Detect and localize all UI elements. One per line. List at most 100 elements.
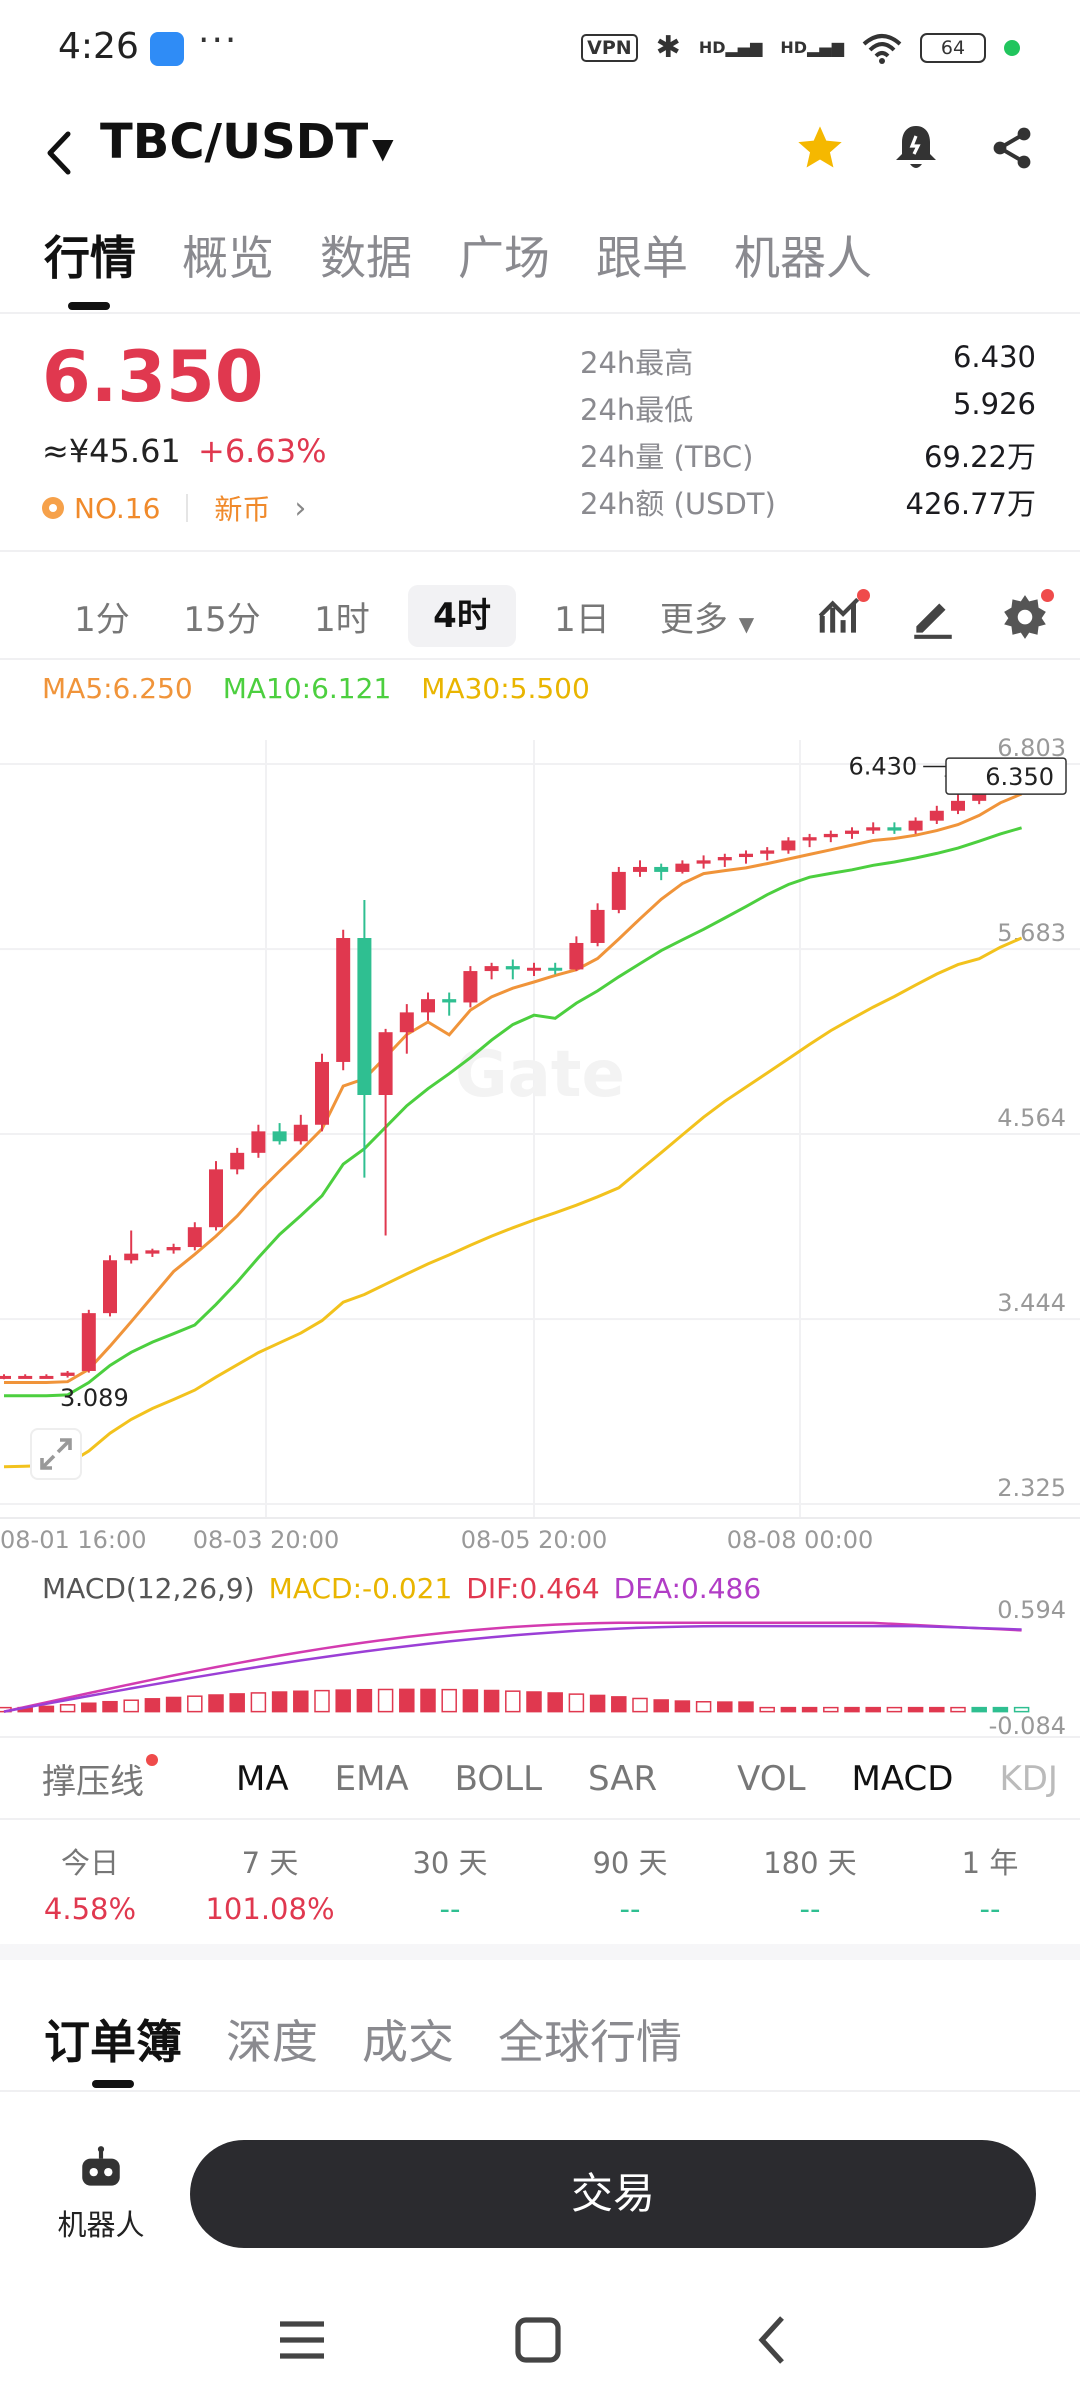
chart-settings-gear-icon[interactable]: [1000, 589, 1054, 641]
rank-label: NO.16: [74, 491, 161, 525]
stat-high: 24h最高 6.430: [580, 340, 1036, 380]
candle-body: [951, 800, 965, 811]
candle-body: [60, 1372, 75, 1376]
divider: [0, 658, 1080, 660]
tab-market[interactable]: 行情: [44, 231, 136, 285]
macd-histogram-bar: [950, 1706, 966, 1713]
candle-body: [315, 1061, 329, 1125]
tab-copy-trade[interactable]: 跟单: [596, 231, 688, 285]
new-dot: [1041, 589, 1054, 602]
macd-histogram-bar: [865, 1706, 881, 1713]
macd-histogram-bar: [441, 1688, 457, 1713]
price-alert-bell-icon[interactable]: [888, 120, 944, 176]
candle-body: [760, 850, 775, 854]
macd-histogram-bar: [293, 1690, 309, 1713]
dea-value: DEA:0.486: [613, 1572, 762, 1605]
battery-icon: 64: [920, 32, 986, 63]
chevron-right-icon[interactable]: ›: [294, 490, 307, 526]
candle-body: [357, 938, 372, 1096]
tab-overview[interactable]: 概览: [182, 231, 274, 285]
macd-histogram-bar: [1013, 1706, 1030, 1713]
x-tick-label: 08-08 00:00: [727, 1526, 874, 1554]
macd-histogram-bar: [738, 1701, 754, 1713]
favorite-star-icon[interactable]: [792, 120, 848, 176]
draw-tool-icon[interactable]: [908, 591, 958, 641]
home-icon[interactable]: [508, 2310, 568, 2370]
indicator-vol[interactable]: VOL: [737, 1758, 806, 1799]
pair-dropdown-icon[interactable]: ▼: [372, 132, 394, 165]
indicator-boll[interactable]: BOLL: [454, 1758, 543, 1799]
x-tick-label: 08-05 20:00: [461, 1526, 608, 1554]
high-price-label: 6.430: [848, 752, 917, 780]
main-tabs: 行情 概览 数据 广场 跟单 机器人: [44, 222, 872, 288]
macd-y-tick-label: 0.594: [997, 1596, 1066, 1624]
indicator-kdj[interactable]: KDJ: [999, 1758, 1058, 1799]
indicator-chart-icon[interactable]: [816, 589, 870, 641]
tab-square[interactable]: 广场: [458, 231, 550, 285]
stat-turnover: 24h额 (USDT) 426.77万: [580, 487, 1036, 521]
candle-body: [845, 830, 859, 834]
candle-body: [527, 967, 541, 971]
tab-global-market[interactable]: 全球行情: [498, 2015, 682, 2069]
candle-body: [484, 966, 499, 972]
perf-90d: 90 天 --: [592, 1846, 668, 1926]
macd-histogram-bar: [823, 1706, 839, 1713]
candle-body: [166, 1247, 181, 1251]
timeframe-4h[interactable]: 4时: [408, 585, 516, 647]
fullscreen-icon[interactable]: [30, 1428, 82, 1480]
indicator-support-resistance[interactable]: 撑压线: [42, 1754, 190, 1803]
macd-histogram-bar: [420, 1688, 436, 1713]
watermark: Gate: [455, 1038, 625, 1112]
bluetooth-icon: ✱: [655, 30, 681, 65]
tab-orderbook[interactable]: 订单簿: [44, 2015, 182, 2069]
candle-body: [463, 971, 478, 1003]
tab-data[interactable]: 数据: [320, 231, 412, 285]
indicator-bar: 撑压线 MA EMA BOLL SAR VOL MACD KDJ: [42, 1754, 1058, 1803]
perf-180d: 180 天 --: [763, 1846, 857, 1926]
tab-trades[interactable]: 成交: [362, 2015, 454, 2069]
candle-body: [18, 1375, 33, 1379]
timeframe-1h[interactable]: 1时: [314, 599, 370, 640]
indicator-ma[interactable]: MA: [236, 1758, 289, 1799]
macd-histogram-bar: [674, 1700, 691, 1713]
share-icon[interactable]: [984, 120, 1040, 176]
tab-bot[interactable]: 机器人: [734, 231, 872, 285]
macd-histogram-bar: [356, 1688, 373, 1713]
macd-histogram-bar: [653, 1699, 669, 1713]
back-icon[interactable]: [40, 128, 80, 178]
pair-title[interactable]: TBC/USDT: [100, 114, 369, 170]
candle-body: [272, 1131, 287, 1142]
macd-histogram-bar: [695, 1701, 712, 1713]
timeframe-1d[interactable]: 1日: [554, 599, 610, 640]
back-nav-icon[interactable]: [744, 2310, 804, 2370]
indicator-ema[interactable]: EMA: [334, 1758, 409, 1799]
new-coin-tag[interactable]: 新币: [214, 493, 271, 526]
signal-icon-1: HD▂▄▆: [698, 38, 763, 57]
trade-button[interactable]: 交易: [190, 2140, 1036, 2248]
candle-body: [781, 840, 796, 851]
timeframe-1m[interactable]: 1分: [74, 599, 130, 640]
candle-body: [611, 871, 626, 910]
indicator-sar[interactable]: SAR: [588, 1758, 658, 1799]
robot-icon: [82, 2146, 120, 2186]
menu-icon[interactable]: [272, 2310, 332, 2370]
status-bar: 4:26 ··· VPN ✱ HD▂▄▆ HD▂▄▆ 64: [0, 0, 1080, 100]
macd-histogram-bar: [971, 1706, 987, 1713]
status-time: 4:26: [58, 26, 139, 67]
indicator-macd[interactable]: MACD: [851, 1758, 954, 1799]
timeframe-more[interactable]: 更多 ▼: [659, 599, 755, 640]
last-price-label: 6.350: [985, 763, 1054, 791]
candle-body: [823, 833, 838, 838]
macd-histogram-bar: [59, 1704, 76, 1713]
candle-body: [866, 827, 881, 831]
candle-body: [124, 1253, 139, 1261]
stat-low: 24h最低 5.926: [580, 387, 1036, 427]
macd-legend: MACD(12,26,9) MACD:-0.021 DIF:0.464 DEA:…: [42, 1572, 761, 1605]
bot-shortcut[interactable]: 机器人: [36, 2146, 166, 2244]
timeframe-15m[interactable]: 15分: [183, 599, 261, 640]
macd-histogram-bar: [102, 1700, 118, 1713]
macd-histogram-bar: [568, 1693, 585, 1713]
tab-depth[interactable]: 深度: [226, 2015, 318, 2069]
perf-7d: 7 天 101.08%: [205, 1846, 335, 1926]
